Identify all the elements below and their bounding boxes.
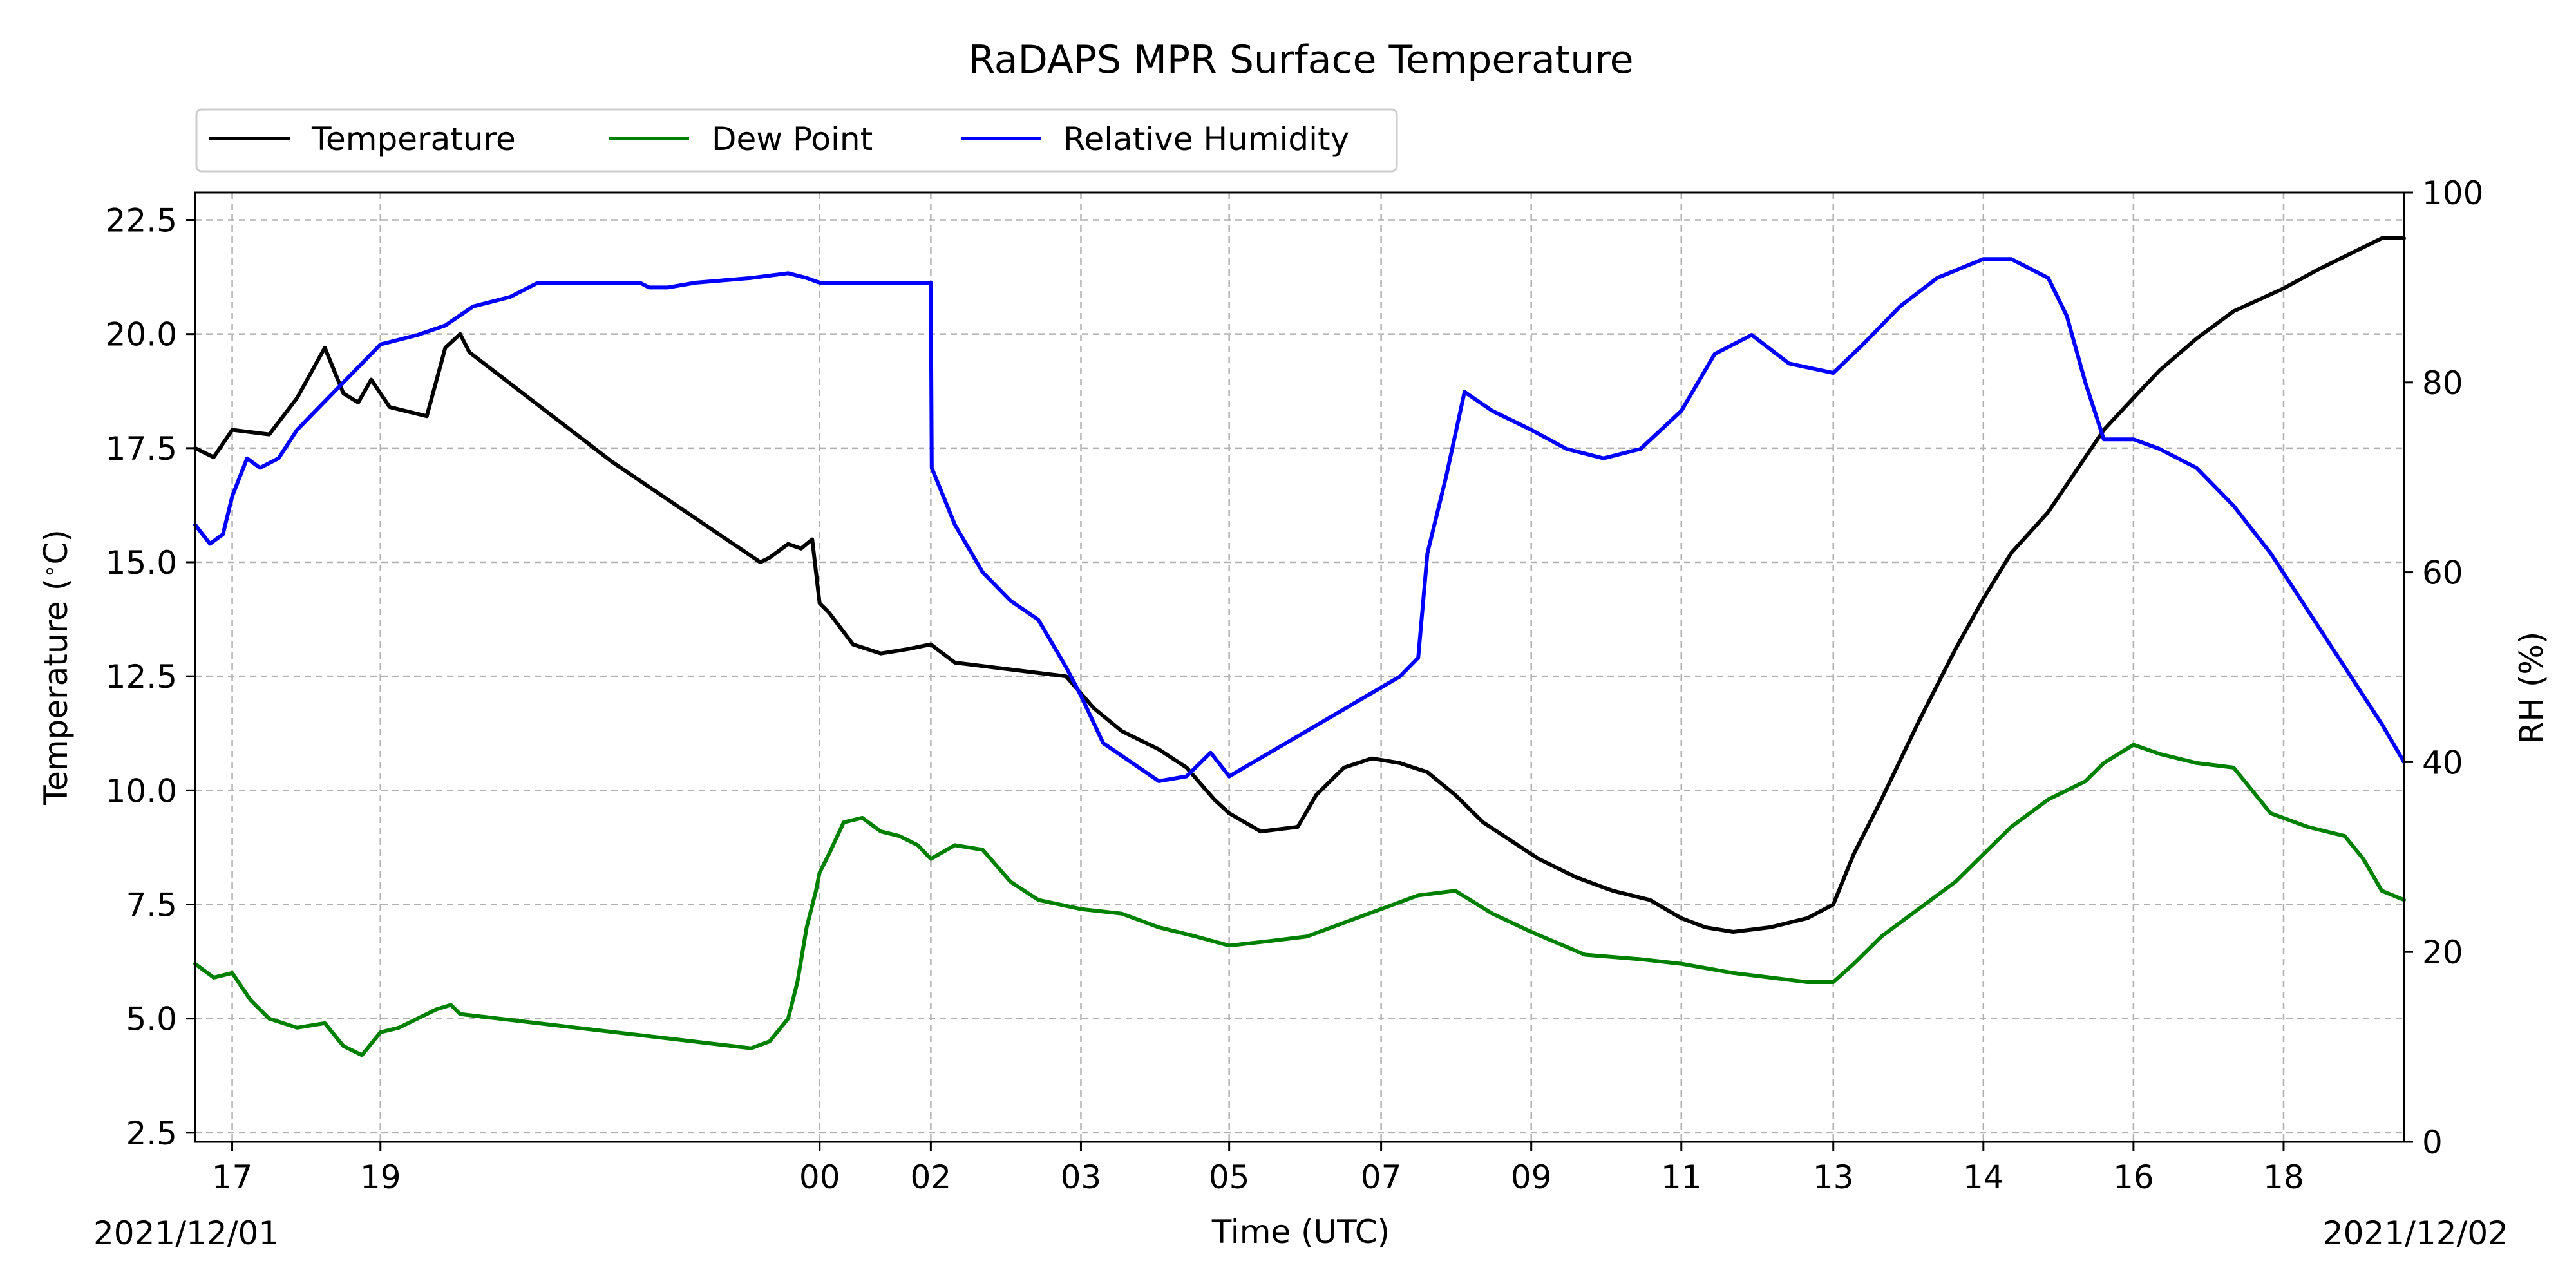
y-axis-right-label: RH (%) bbox=[2513, 632, 2550, 744]
x-axis-label: Time (UTC) bbox=[1211, 1213, 1390, 1251]
date-end-label: 2021/12/02 bbox=[2323, 1215, 2508, 1252]
x-tick-label: 07 bbox=[1361, 1159, 1402, 1196]
x-tick-label: 03 bbox=[1061, 1159, 1102, 1196]
legend-label-temperature: Temperature bbox=[311, 120, 516, 158]
y-tick-label: 7.5 bbox=[126, 887, 177, 924]
y-axis-label: Temperature (∘C) bbox=[37, 529, 75, 806]
x-tick-label: 02 bbox=[911, 1159, 952, 1196]
series-line-temperature bbox=[193, 236, 2406, 934]
x-tick-label: 18 bbox=[2263, 1159, 2304, 1196]
chart-title: RaDAPS MPR Surface Temperature bbox=[968, 37, 1633, 82]
y-tick-label: 17.5 bbox=[106, 430, 177, 468]
y-tick-label: 2.5 bbox=[126, 1115, 177, 1152]
x-tick-label: 09 bbox=[1511, 1159, 1552, 1196]
y-tick-label: 5.0 bbox=[126, 1001, 177, 1038]
y-right-tick-label: 80 bbox=[2422, 365, 2463, 402]
left-y-axis: 2.5 5.0 7.5 10.0 12.5 15.0 17.5 20.0 22.5 bbox=[106, 202, 195, 1152]
y-tick-label: 20.0 bbox=[106, 316, 177, 354]
y-right-tick-label: 20 bbox=[2422, 934, 2463, 971]
x-tick-label: 00 bbox=[799, 1159, 840, 1196]
x-tick-label: 16 bbox=[2113, 1159, 2154, 1196]
y-right-tick-label: 0 bbox=[2422, 1124, 2443, 1161]
y-right-tick-label: 100 bbox=[2422, 175, 2483, 212]
plot-frame bbox=[194, 191, 2405, 1143]
y-right-tick-label: 60 bbox=[2422, 554, 2463, 592]
y-tick-label: 15.0 bbox=[106, 544, 177, 582]
y-tick-label: 10.0 bbox=[106, 772, 177, 810]
legend-label-relative-humidity: Relative Humidity bbox=[1063, 120, 1349, 158]
x-tick-label: 14 bbox=[1963, 1159, 2004, 1196]
series-layer bbox=[193, 236, 2406, 1057]
grid bbox=[195, 193, 2404, 1142]
x-axis: 17 19 00 02 03 05 07 09 11 13 14 16 18 bbox=[212, 1142, 2304, 1196]
x-tick-label: 05 bbox=[1209, 1159, 1250, 1196]
date-start-label: 2021/12/01 bbox=[93, 1215, 279, 1252]
y-right-tick-label: 40 bbox=[2422, 744, 2463, 781]
degree-unit: C) bbox=[37, 529, 75, 564]
x-tick-label: 11 bbox=[1661, 1159, 1702, 1196]
y-tick-label: 12.5 bbox=[106, 658, 177, 696]
degree-symbol: ∘ bbox=[37, 565, 62, 578]
right-y-axis: 0 20 40 60 80 100 bbox=[2404, 175, 2483, 1161]
legend-box bbox=[195, 108, 1398, 173]
legend: Temperature Dew Point Relative Humidity bbox=[195, 108, 1398, 173]
y-tick-label: 22.5 bbox=[106, 202, 177, 240]
series-line-relative-humidity bbox=[193, 257, 2406, 783]
x-tick-label: 19 bbox=[360, 1159, 401, 1196]
legend-label-dew-point: Dew Point bbox=[712, 120, 873, 158]
x-tick-label: 13 bbox=[1813, 1159, 1854, 1196]
series-line-dew-point bbox=[193, 743, 2406, 1057]
x-tick-label: 17 bbox=[212, 1159, 253, 1196]
